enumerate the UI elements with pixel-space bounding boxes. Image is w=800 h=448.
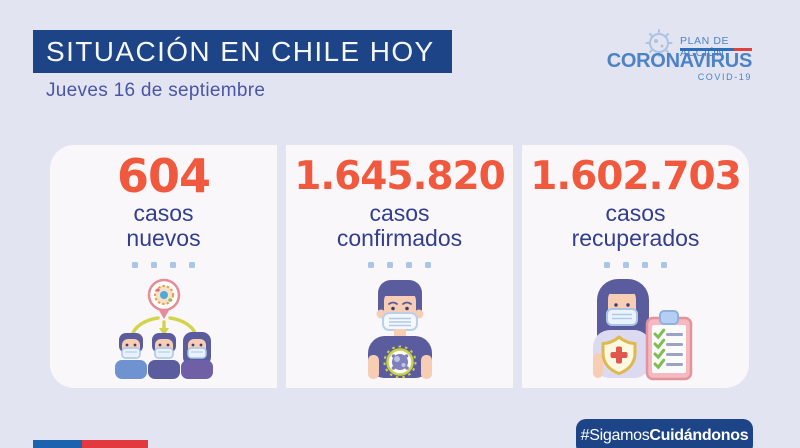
dot xyxy=(661,262,667,269)
dots-separator xyxy=(604,262,667,269)
confirmed-cases-illustration xyxy=(367,280,432,380)
dot xyxy=(151,262,157,269)
recovered-cases-value: 1.602.703 xyxy=(530,154,742,199)
date-label: Jueves 16 de septiembre xyxy=(46,80,266,101)
covid19-label: COVID-19 xyxy=(697,72,752,82)
virus-icon xyxy=(645,29,673,57)
coronavirus-plan-logo: PLAN DE ACCIÓN CORONAVIRUS COVID-19 xyxy=(600,29,758,85)
flag-underline xyxy=(680,48,752,51)
confirmed-cases-label: casos confirmados xyxy=(336,200,463,251)
dot xyxy=(406,262,412,269)
stats-cards: 604 casos nuevos xyxy=(50,145,749,388)
dots-separator xyxy=(368,262,431,269)
dot xyxy=(368,262,374,269)
new-cases-label: casos nuevos xyxy=(126,200,201,251)
underline-blue-segment xyxy=(680,48,734,51)
recovered-cases-illustration xyxy=(592,279,692,381)
dot xyxy=(387,262,393,269)
hashtag-badge: #Sigamos Cuidándonos xyxy=(576,419,753,448)
hashtag-regular-text: #Sigamos xyxy=(580,427,650,444)
hashtag-bold-text: Cuidándonos xyxy=(649,427,749,444)
flag-red-segment xyxy=(82,440,148,448)
dot xyxy=(604,262,610,269)
dot xyxy=(132,262,138,269)
new-cases-illustration xyxy=(114,278,213,380)
stat-card-new-cases: 604 casos nuevos xyxy=(50,145,277,388)
dot xyxy=(189,262,195,269)
flag-blue-segment xyxy=(33,440,82,448)
dot xyxy=(425,262,431,269)
page-title-banner: SITUACIÓN EN CHILE HOY xyxy=(33,30,452,73)
coronavirus-brand-label: CORONAVIRUS xyxy=(606,50,753,72)
confirmed-cases-value: 1.645.820 xyxy=(294,154,506,199)
stat-card-confirmed-cases: 1.645.820 casos confirmados xyxy=(286,145,513,388)
stat-card-recovered-cases: 1.602.703 casos recuperados xyxy=(522,145,749,388)
dots-separator xyxy=(132,262,195,269)
dot xyxy=(642,262,648,269)
new-cases-value: 604 xyxy=(116,149,211,203)
dot xyxy=(623,262,629,269)
dot xyxy=(170,262,176,269)
page-title: SITUACIÓN EN CHILE HOY xyxy=(46,35,435,67)
underline-red-segment xyxy=(734,48,752,51)
chile-gov-flag-bar xyxy=(33,440,148,448)
recovered-cases-label: casos recuperados xyxy=(571,200,700,251)
